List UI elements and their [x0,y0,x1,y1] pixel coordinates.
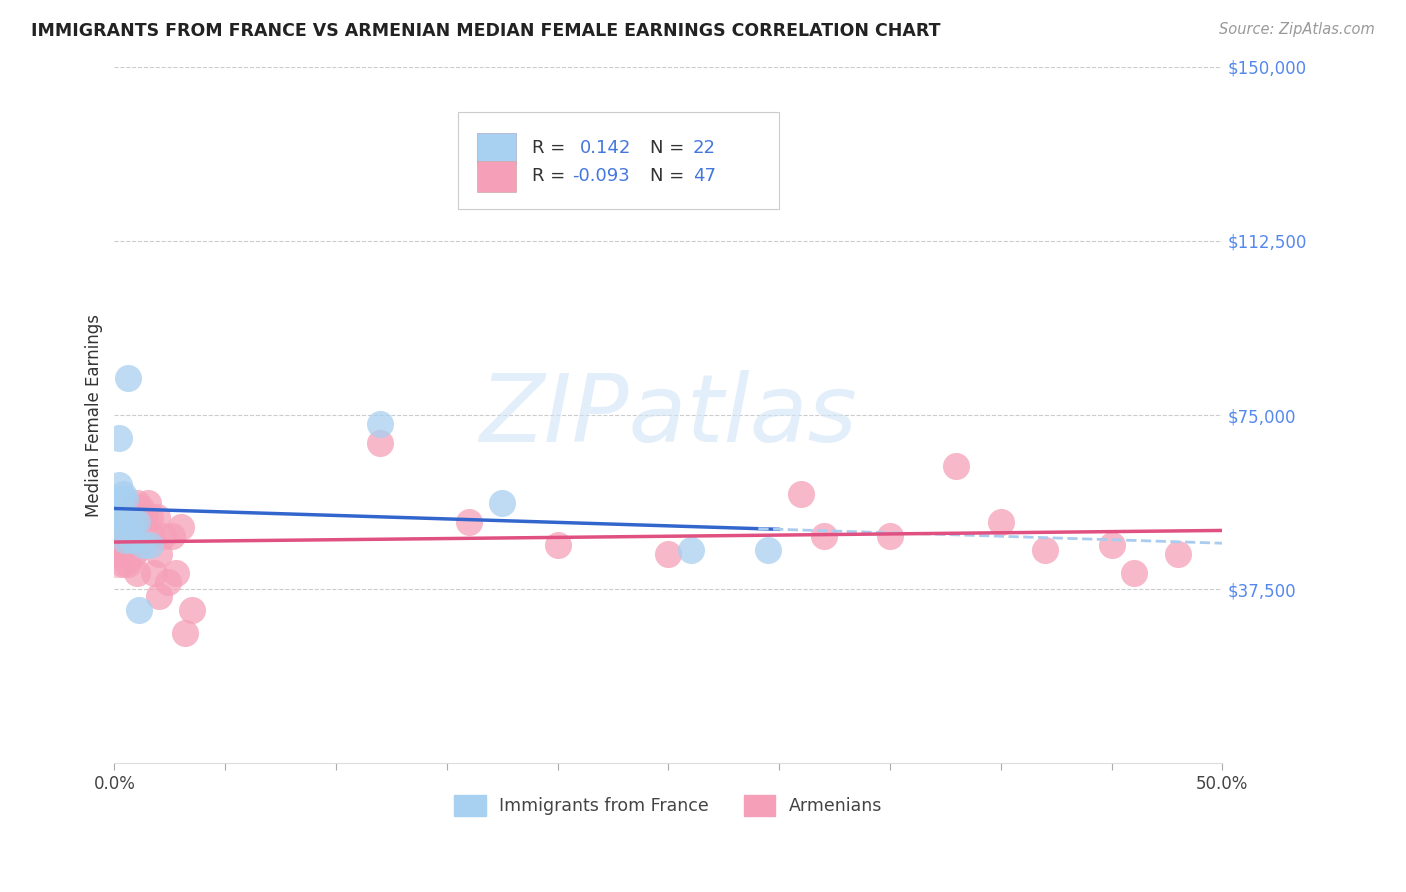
Point [156,575,179,590]
Point [1122,566,1144,580]
Point [108,548,131,562]
Point [139,510,162,524]
Point [121,519,143,533]
Text: -0.093: -0.093 [572,168,630,186]
Text: IMMIGRANTS FROM FRANCE VS ARMENIAN MEDIAN FEMALE EARNINGS CORRELATION CHART: IMMIGRANTS FROM FRANCE VS ARMENIAN MEDIA… [31,22,941,40]
Point [181,603,204,617]
Point [879,529,901,543]
Point [105,510,128,524]
Point [128,515,150,529]
Y-axis label: Median Female Earnings: Median Female Earnings [86,314,103,516]
Point [152,529,174,543]
Point [121,533,143,548]
Point [108,477,131,491]
Point [370,436,392,450]
Legend: Immigrants from France, Armenians: Immigrants from France, Armenians [446,786,891,824]
Point [118,529,141,543]
Point [124,515,146,529]
Point [1167,548,1189,562]
Point [105,538,128,552]
Point [370,417,392,432]
Point [125,515,148,529]
Point [110,548,132,562]
Point [124,548,146,562]
Point [813,529,835,543]
Point [128,603,150,617]
Point [112,515,135,529]
Point [114,533,136,548]
Point [112,557,135,571]
Point [141,529,163,543]
Point [112,487,135,501]
Point [139,538,162,552]
Point [134,510,156,524]
Point [166,566,188,580]
Bar [477,133,516,164]
Point [1033,542,1056,557]
FancyBboxPatch shape [458,112,779,210]
Point [114,491,136,506]
Point [1101,538,1123,552]
Point [657,548,679,562]
Point [148,589,170,603]
Point [679,542,702,557]
Point [112,538,135,552]
Point [117,371,139,385]
Point [756,542,779,557]
Point [105,533,128,548]
Text: N =: N = [650,168,689,186]
Point [110,510,132,524]
Point [790,487,813,501]
Point [110,491,132,506]
Point [990,515,1012,529]
Point [108,431,131,445]
Point [114,519,136,533]
Text: ZIPatlas: ZIPatlas [479,369,858,460]
Point [148,548,170,562]
Text: R =: R = [531,139,571,158]
Point [547,538,569,552]
Point [491,496,513,510]
Point [110,519,132,533]
Text: R =: R = [531,168,571,186]
Text: N =: N = [650,139,689,158]
Text: 47: 47 [693,168,716,186]
Point [132,538,155,552]
Point [114,519,136,533]
Point [108,524,131,538]
Text: 22: 22 [693,139,716,158]
Point [129,500,152,515]
Point [125,566,148,580]
Text: Source: ZipAtlas.com: Source: ZipAtlas.com [1219,22,1375,37]
Point [160,529,183,543]
Point [143,566,166,580]
Point [114,524,136,538]
Point [174,626,197,640]
Point [118,506,141,520]
Point [114,538,136,552]
Point [125,496,148,510]
Point [145,510,167,524]
Point [458,515,481,529]
Point [170,519,193,533]
Bar [477,161,516,192]
Point [136,496,159,510]
Text: 0.142: 0.142 [579,139,631,158]
Point [117,557,139,571]
Point [118,515,141,529]
Point [945,459,967,474]
